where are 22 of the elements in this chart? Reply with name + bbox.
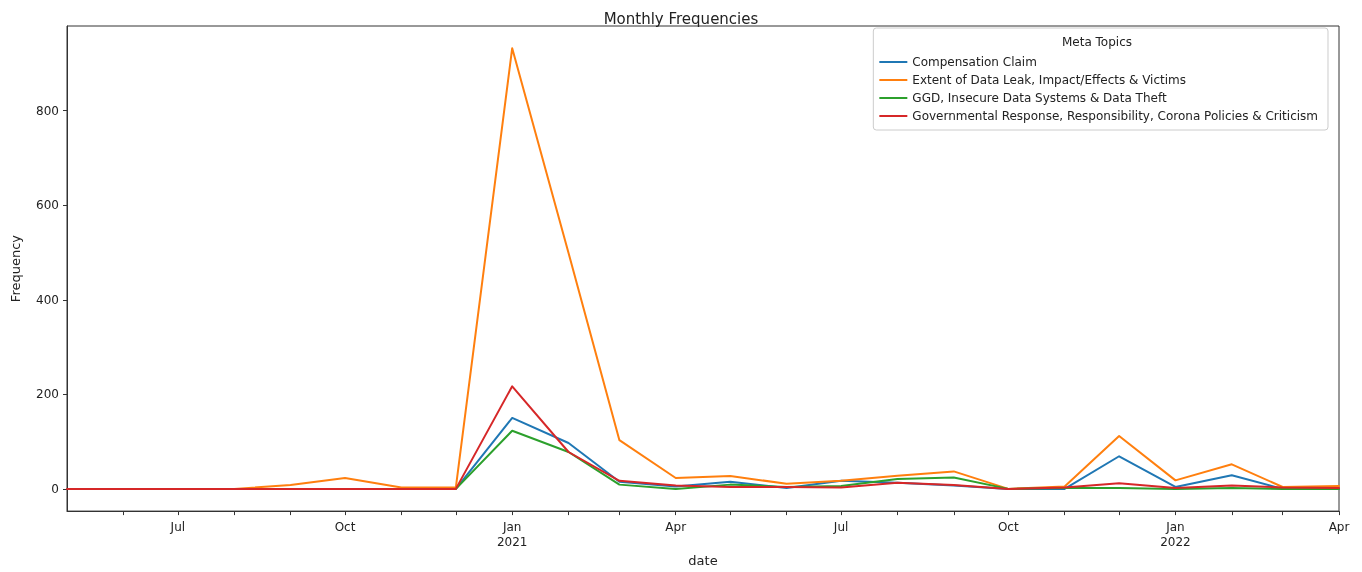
x-tick-label: Jan 2021 — [496, 519, 528, 549]
y-tick-label: 400 — [36, 292, 59, 307]
y-tick-label: 0 — [51, 481, 59, 496]
legend-label: GGD, Insecure Data Systems & Data Theft — [912, 91, 1167, 105]
x-tick-label: Jul — [832, 519, 849, 534]
x-tick-label: Apr — [1328, 519, 1350, 534]
legend-label: Governmental Response, Responsibility, Corona Policies & Criticism — [912, 109, 1319, 123]
x-tick-label: Oct — [997, 519, 1019, 534]
y-axis-title: Frequency — [8, 234, 23, 303]
x-tick-label: Jan 2022 — [1160, 519, 1191, 549]
x-tick-label: Jul — [169, 519, 186, 534]
line-series — [66, 385, 1340, 490]
y-tick-label: 800 — [36, 103, 59, 118]
legend-label: Extent of Data Leak, Impact/Effects & Victims — [912, 73, 1187, 87]
x-tick-label: Apr — [665, 519, 687, 534]
legend-title: Meta Topics — [1061, 35, 1132, 49]
y-tick-label: 600 — [36, 198, 59, 213]
x-axis-title: date — [688, 553, 718, 568]
y-tick-label: 200 — [36, 387, 59, 402]
legend-label: Compensation Claim — [912, 55, 1037, 69]
x-tick-label: Oct — [334, 519, 356, 534]
chart-title: Monthly Frequencies — [603, 9, 759, 28]
